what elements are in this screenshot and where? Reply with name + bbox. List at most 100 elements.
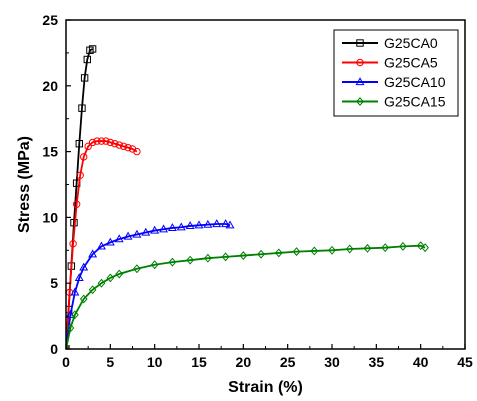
data-point-G25CA5 [88,138,97,147]
data-point-G25CA5 [97,137,106,145]
data-point-G25CA15 [257,249,265,259]
x-tick-label: 45 [457,354,473,370]
data-point-G25CA5 [124,143,132,152]
x-tick-label: 25 [280,354,296,370]
data-point-G25CA15 [186,255,194,265]
legend-marker [356,58,364,67]
legend-item-G25CA10: G25CA10 [342,74,446,90]
data-point-G25CA0 [83,55,91,64]
series-line-G25CA15 [66,244,426,349]
data-point-G25CA15 [221,252,230,262]
data-point-G25CA10 [185,221,195,230]
data-point-G25CA10 [194,220,204,229]
plot-area [66,45,429,349]
data-point-G25CA0 [86,46,94,54]
data-point-G25CA0 [78,104,86,112]
data-point-G25CA10 [225,220,235,229]
x-tick-label: 0 [62,354,70,370]
data-point-G25CA10 [88,249,98,258]
x-tick-label: 40 [413,354,429,370]
legend-label: G25CA15 [384,94,446,110]
y-tick-label: 20 [42,78,58,94]
legend-label: G25CA0 [384,35,438,51]
legend-marker [356,39,364,47]
data-point-G25CA10 [167,223,177,232]
data-point-G25CA5 [102,137,110,145]
data-point-G25CA10 [79,262,89,271]
axes: 0 5 10 15 20 25 30 35 40 45 0 5 10 15 20 25 Strain (%) St… [16,12,473,396]
data-point-G25CA15 [421,243,429,253]
data-point-G25CA15 [239,251,248,261]
data-point-G25CA15 [97,278,106,288]
data-point-G25CA15 [133,264,141,274]
data-point-G25CA10 [221,219,231,228]
data-point-G25CA5 [84,142,92,151]
legend-item-G25CA0: G25CA0 [342,35,438,51]
data-point-G25CA10 [114,234,124,243]
data-point-G25CA15 [66,323,75,333]
series-G25CA15 [66,241,429,349]
data-point-G25CA15 [416,241,425,251]
y-tick-label: 10 [42,209,58,225]
data-point-G25CA15 [88,285,97,295]
legend-label: G25CA5 [384,55,438,71]
x-tick-label: 30 [324,354,340,370]
x-tick-label: 20 [236,354,252,370]
data-point-G25CA10 [132,229,142,238]
data-point-G25CA15 [66,344,70,349]
y-tick-label: 15 [42,144,58,160]
data-point-G25CA10 [123,231,133,240]
data-point-G25CA10 [74,273,84,282]
data-point-G25CA5 [133,147,141,156]
x-tick-label: 10 [147,354,163,370]
data-point-G25CA0 [80,74,89,82]
data-point-G25CA15 [328,245,336,255]
legend-marker [356,97,364,106]
data-point-G25CA5 [80,153,88,161]
data-point-G25CA0 [75,140,83,148]
legend: G25CA0 G25CA5 G25CA10 G25CA15 [333,29,459,117]
data-point-G25CA15 [79,294,88,304]
data-point-G25CA15 [150,260,159,270]
data-point-G25CA15 [168,257,177,267]
legend-item-G25CA15: G25CA15 [342,94,446,110]
data-point-G25CA15 [381,243,390,253]
y-tick-label: 5 [50,275,58,291]
legend-label: G25CA10 [384,74,446,90]
data-point-G25CA15 [106,273,115,283]
series-line-G25CA10 [66,223,231,349]
data-point-G25CA0 [88,45,97,53]
x-axis-title: Strain (%) [228,379,303,396]
y-axis-title: Stress (MPa) [16,136,33,233]
y-tick-label: 0 [50,341,58,357]
legend-item-G25CA5: G25CA5 [342,55,438,71]
data-point-G25CA10 [70,287,80,296]
data-point-G25CA15 [310,246,319,256]
data-point-G25CA10 [97,241,106,250]
data-point-G25CA5 [72,200,81,208]
data-point-G25CA5 [119,142,128,151]
series-G25CA5 [66,137,141,349]
data-point-G25CA15 [292,247,301,257]
data-point-G25CA10 [141,227,151,236]
legend-marker [355,77,365,86]
x-tick-label: 15 [191,354,207,370]
data-point-G25CA15 [399,241,407,251]
data-point-G25CA5 [93,137,101,145]
data-point-G25CA15 [71,310,79,320]
series-line-G25CA5 [66,140,138,349]
data-point-G25CA15 [345,244,354,254]
data-point-G25CA15 [274,248,283,258]
data-point-G25CA10 [105,237,115,246]
data-point-G25CA15 [115,269,124,279]
data-point-G25CA5 [106,138,115,147]
data-point-G25CA10 [159,224,168,233]
data-point-G25CA10 [212,219,222,228]
y-tick-label: 25 [42,12,58,28]
data-point-G25CA10 [150,225,160,234]
data-point-G25CA10 [176,222,186,231]
data-point-G25CA5 [76,171,84,179]
data-point-G25CA5 [69,240,77,248]
series-line-G25CA0 [66,48,94,349]
